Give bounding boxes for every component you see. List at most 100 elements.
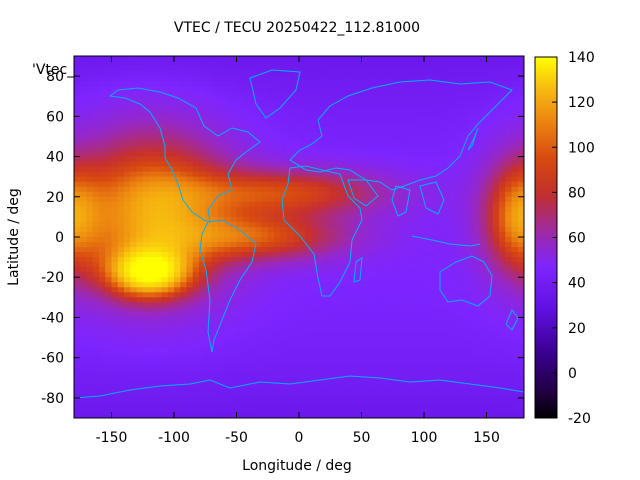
heatmap-cell [92,317,100,324]
heatmap-cell [211,267,219,273]
heatmap-cell [424,327,431,334]
heatmap-cell [417,106,425,112]
heatmap-cell [461,362,469,369]
heatmap-cell [117,196,125,203]
heatmap-cell [130,121,138,127]
heatmap-cell [105,101,113,107]
heatmap-cell [424,382,431,389]
heatmap-cell [336,226,344,233]
heatmap-cell [192,146,200,153]
heatmap-cell [342,392,350,399]
heatmap-cell [380,111,388,117]
heatmap-cell [136,106,144,112]
heatmap-cell [349,66,356,72]
heatmap-cell [324,181,331,188]
heatmap-cell [192,71,200,77]
heatmap-cell [249,267,256,273]
heatmap-cell [242,186,250,193]
heatmap-cell [461,327,469,334]
heatmap-cell [286,111,294,117]
heatmap-cell [136,81,144,87]
heatmap-cell [274,226,281,233]
heatmap-cell [349,81,356,87]
heatmap-cell [317,267,325,273]
heatmap-cell [399,106,406,112]
heatmap-cell [92,191,100,198]
heatmap-cell [255,96,263,102]
heatmap-cell [386,272,394,278]
heatmap-cell [361,317,369,324]
heatmap-cell [455,257,463,263]
heatmap-cell [130,181,138,188]
heatmap-cell [299,191,306,198]
heatmap-cell [380,166,388,173]
heatmap-cell [180,171,188,178]
heatmap-cell [336,247,344,253]
heatmap-cell [392,161,400,168]
heatmap-cell [442,382,450,389]
heatmap-cell [155,161,163,168]
heatmap-cell [155,332,163,339]
heatmap-cell [430,307,438,314]
heatmap-cell [217,382,225,389]
heatmap-cell [242,362,250,369]
heatmap-cell [311,186,319,193]
heatmap-cell [336,141,344,148]
heatmap-cell [274,282,281,288]
heatmap-cell [380,146,388,153]
heatmap-cell [130,76,138,82]
heatmap-cell [242,211,250,218]
heatmap-cell [117,257,125,263]
heatmap-cell [436,342,444,349]
heatmap-cell [167,216,175,223]
heatmap-cell [399,86,406,92]
heatmap-cell [324,186,331,193]
heatmap-cell [430,252,438,258]
heatmap-cell [86,101,94,107]
heatmap-cell [455,121,463,127]
heatmap-cell [505,56,513,62]
heatmap-cell [136,131,144,138]
heatmap-cell [149,151,156,158]
heatmap-cell [99,61,106,67]
heatmap-cell [217,347,225,354]
heatmap-cell [430,191,438,198]
heatmap-cell [399,252,406,258]
heatmap-cell [255,61,263,67]
heatmap-cell [449,116,456,122]
heatmap-cell [317,282,325,288]
heatmap-cells [74,56,524,418]
heatmap-cell [349,347,356,354]
heatmap-cell [455,201,463,208]
heatmap-cell [186,66,194,72]
heatmap-cell [261,302,269,308]
heatmap-cell [186,186,194,193]
heatmap-cell [386,91,394,97]
heatmap-cell [242,181,250,188]
heatmap-cell [217,387,225,394]
heatmap-cell [192,302,200,308]
heatmap-cell [380,327,388,334]
heatmap-cell [374,382,381,389]
heatmap-cell [517,367,524,374]
heatmap-cell [424,387,431,394]
heatmap-cell [361,96,369,102]
heatmap-cell [374,201,381,208]
heatmap-cell [136,91,144,97]
heatmap-cell [292,136,300,143]
heatmap-cell [305,156,313,163]
heatmap-cell [342,317,350,324]
heatmap-cell [449,146,456,153]
heatmap-cell [455,71,463,77]
heatmap-cell [174,171,181,178]
heatmap-cell [267,141,275,148]
heatmap-cell [74,176,81,183]
heatmap-cell [149,282,156,288]
heatmap-cell [299,56,306,62]
heatmap-cell [130,312,138,319]
heatmap-cell [505,201,513,208]
heatmap-cell [442,317,450,324]
heatmap-cell [486,242,494,248]
heatmap-cell [317,126,325,133]
heatmap-cell [361,247,369,253]
